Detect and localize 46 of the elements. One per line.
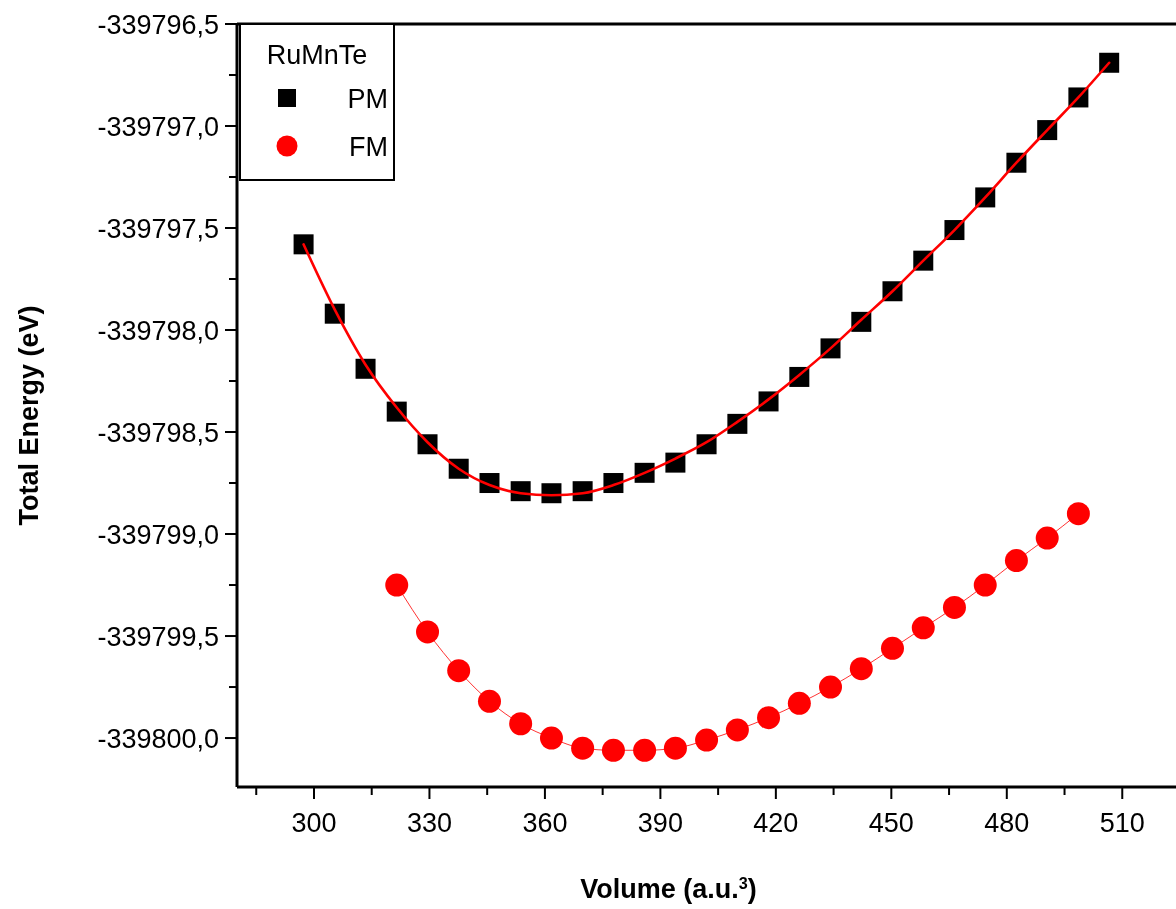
point bbox=[880, 636, 904, 660]
point bbox=[416, 620, 440, 644]
point bbox=[293, 234, 314, 255]
y-tick-label: -339797,0 bbox=[97, 112, 219, 143]
point bbox=[509, 712, 533, 736]
y-tick-label: -339796,5 bbox=[97, 10, 219, 40]
point bbox=[1066, 502, 1090, 526]
point bbox=[477, 689, 501, 713]
point bbox=[1035, 526, 1059, 550]
point bbox=[973, 573, 997, 597]
x-tick-label: 480 bbox=[984, 808, 1030, 838]
y-tick-label: -339798,5 bbox=[97, 418, 219, 449]
point bbox=[601, 738, 625, 762]
legend-title: RuMnTe bbox=[266, 40, 368, 70]
y-tick-label: -339800,0 bbox=[97, 724, 219, 755]
point bbox=[695, 728, 719, 752]
point bbox=[1099, 52, 1120, 73]
point bbox=[819, 675, 843, 699]
legend-label: PM bbox=[347, 84, 388, 114]
y-tick-label: -339799,5 bbox=[97, 622, 219, 653]
y-tick-label: -339799,0 bbox=[97, 520, 219, 551]
point bbox=[725, 718, 749, 742]
point bbox=[663, 736, 687, 760]
y-axis-title: Total Energy (eV) bbox=[14, 305, 44, 526]
x-tick-label: 300 bbox=[291, 808, 337, 838]
x-tick-label: 420 bbox=[753, 808, 799, 838]
point bbox=[539, 726, 563, 750]
y-tick-label: -339797,5 bbox=[97, 214, 219, 245]
x-tick-label: 510 bbox=[1099, 808, 1145, 838]
y-tick-label: -339798,0 bbox=[97, 316, 219, 347]
legend-label: FM bbox=[349, 132, 388, 162]
x-tick-label: 360 bbox=[522, 808, 568, 838]
point bbox=[1004, 549, 1028, 573]
point bbox=[571, 736, 595, 760]
point bbox=[942, 595, 966, 619]
point bbox=[385, 573, 409, 597]
point bbox=[849, 657, 873, 681]
x-tick-label: 450 bbox=[868, 808, 914, 838]
point bbox=[757, 706, 781, 730]
point bbox=[911, 616, 935, 640]
x-tick-label: 390 bbox=[637, 808, 683, 838]
point bbox=[447, 659, 471, 683]
x-tick-label: 330 bbox=[406, 808, 452, 838]
point bbox=[633, 738, 657, 762]
point bbox=[787, 691, 811, 715]
x-axis-title: Volume (a.u.$^{3}$) bbox=[580, 874, 757, 904]
